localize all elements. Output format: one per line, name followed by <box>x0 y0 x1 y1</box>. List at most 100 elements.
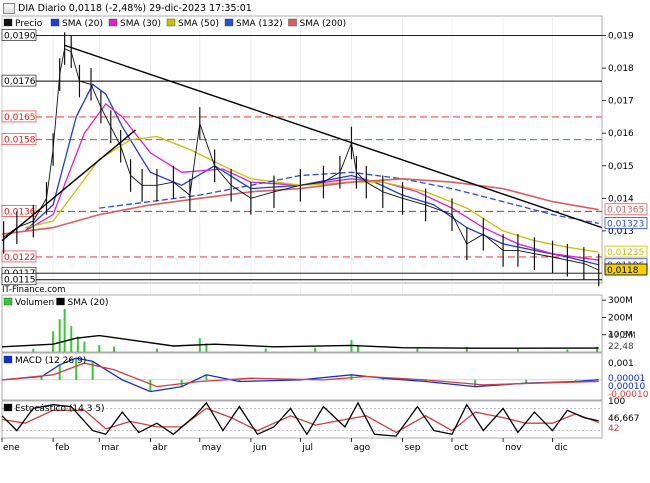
volume-badge: 22,48 <box>608 342 634 352</box>
price-badge-label: 0,01323 <box>607 219 644 229</box>
price-badge-label: 0,0118 <box>607 266 639 276</box>
macd-histogram-bar <box>91 361 94 380</box>
macd-histogram-bar <box>574 379 577 382</box>
volume-y-tick-label: 200M <box>608 313 633 323</box>
macd-histogram-bar <box>149 379 152 392</box>
level-label: 0,0122 <box>4 253 36 263</box>
price-badge <box>604 263 648 276</box>
x-axis-month-label: dic <box>555 443 568 453</box>
volume-bar <box>596 346 599 352</box>
volume-bar <box>205 343 208 352</box>
macd-badge: 0,00010 <box>608 382 645 392</box>
level-label-box <box>1 133 37 146</box>
x-axis-month-label: jul <box>301 443 313 453</box>
volume-bar <box>63 308 66 352</box>
series-sma20-line <box>24 83 599 266</box>
macd-badge: 0,00001 <box>608 374 645 384</box>
volume-bar <box>516 348 519 352</box>
volume-bar <box>98 345 101 352</box>
macd-panel-frame <box>1 352 603 401</box>
price-badge-label: 0,01365 <box>607 206 644 216</box>
macd-signal-line <box>1 362 599 388</box>
stochastic-badge: 42 <box>608 424 619 434</box>
x-axis: ene feb mar abr may jun jul ago sep oct nov dic <box>1 438 568 453</box>
x-axis-month-label: may <box>202 443 222 453</box>
stochastic-legend-label: Estocástico (14 3 5) <box>15 404 105 414</box>
volume-bar <box>155 348 158 352</box>
level-label-box <box>1 250 37 263</box>
price-legend-label: SMA (20) <box>62 19 103 29</box>
volume-bar <box>83 341 86 352</box>
price-legend-swatch <box>166 18 176 27</box>
price-legend-label: SMA (200) <box>300 19 347 29</box>
stochastic-badge: 46,667 <box>608 414 640 424</box>
chart-menu-icon[interactable] <box>3 3 15 14</box>
macd-legend-swatch <box>3 355 13 364</box>
macd-histogram-bar <box>525 379 528 384</box>
x-axis-month-label: ago <box>353 443 370 453</box>
trendline <box>64 44 603 229</box>
volume-bar <box>76 336 79 352</box>
macd-histogram-bar <box>75 358 78 380</box>
price-y-tick-label: 0,013 <box>608 227 634 237</box>
volume-bar <box>314 347 317 352</box>
price-y-tick-label: 0,019 <box>608 32 634 42</box>
volume-bar <box>264 348 267 352</box>
level-label-box <box>1 74 37 87</box>
price-y-tick-label: 0,017 <box>608 97 634 107</box>
macd-histogram-bar <box>424 379 427 382</box>
x-axis-month-label: oct <box>454 443 468 453</box>
volume-legend-label: SMA (20) <box>68 298 109 308</box>
level-label: 0,0165 <box>4 113 36 123</box>
macd-histogram-bar <box>238 379 241 382</box>
level-label-box <box>1 205 37 217</box>
x-axis-month-label: nov <box>505 443 522 453</box>
price-badge <box>604 203 648 216</box>
volume-legend-swatch <box>3 297 13 306</box>
macd-badge: -0,00010 <box>608 390 649 400</box>
volume-panel-frame <box>1 294 603 353</box>
volume-bar <box>416 348 419 352</box>
x-axis-month-label: sep <box>405 443 421 453</box>
price-y-tick-label: 0,015 <box>608 162 634 172</box>
price-badge-label: 0,01235 <box>607 248 644 258</box>
macd-legend-label: MACD (12 26 9) <box>15 356 86 366</box>
price-legend-swatch <box>108 18 118 27</box>
x-axis-month-label: ene <box>3 443 20 453</box>
x-axis-month-label: abr <box>152 443 167 453</box>
volume-bar <box>357 345 360 352</box>
volume-sma-line <box>1 334 599 349</box>
price-legend-swatch <box>288 18 297 27</box>
macd-histogram-bar <box>205 374 208 380</box>
price-legend-label: SMA (132) <box>236 19 283 29</box>
level-label: 0,0115 <box>4 276 36 286</box>
x-axis-month-label: jun <box>252 443 267 453</box>
macd-histogram-bar <box>474 379 477 387</box>
price-y-tick-label: 0,014 <box>608 194 634 204</box>
price-panel-frame <box>1 15 603 284</box>
price-legend-swatch <box>224 18 234 27</box>
volume-bar <box>32 348 35 352</box>
price-y-tick-label: 0,016 <box>608 129 634 139</box>
macd-histogram-bar <box>381 378 384 380</box>
stochastic-k-line <box>1 401 599 437</box>
stochastic-legend-swatch <box>3 403 13 412</box>
price-legend-label: Precio <box>15 19 43 29</box>
x-axis-month-label: feb <box>55 443 70 453</box>
price-legend-label: SMA (30) <box>120 19 161 29</box>
price-legend-swatch <box>50 18 60 27</box>
macd-y-tick-label: 0,001 <box>608 359 634 369</box>
volume-legend-swatch <box>56 297 65 306</box>
chart-title: DIA Diario 0,0118 (-2,48%) 29-dic-2023 1… <box>18 3 252 14</box>
price-legend-label: SMA (50) <box>178 19 219 29</box>
level-label-box <box>1 273 37 286</box>
level-label: 0,0136 <box>4 207 36 217</box>
volume-y-tick-label: 100M <box>608 331 633 341</box>
price-panel: 0,0190 0,0176 0,0165 0,0158 0,0136 0,0122 0,01… <box>1 15 648 438</box>
series-price-line <box>3 47 599 271</box>
stochastic-y-tick-label: 100 <box>608 397 625 407</box>
source-label: IT-Finance.com <box>2 285 66 295</box>
